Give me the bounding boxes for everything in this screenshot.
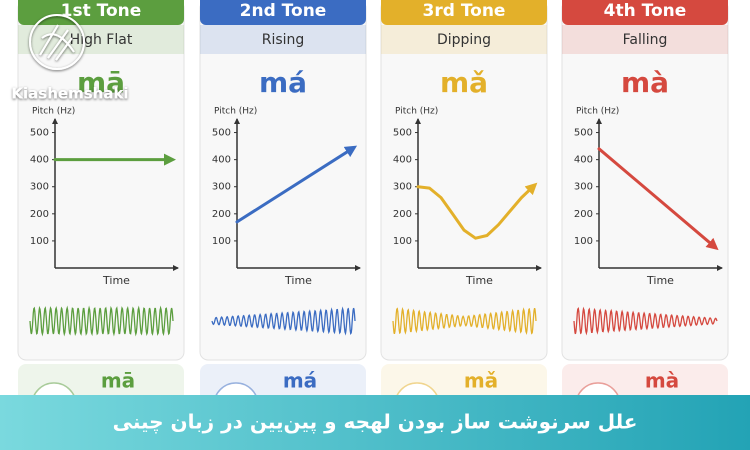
card-header bbox=[562, 0, 728, 25]
example-pinyin: mā bbox=[101, 369, 135, 393]
y-tick-label: 400 bbox=[393, 155, 412, 166]
x-axis-label: Time bbox=[646, 274, 674, 287]
y-axis-label: Pitch (Hz) bbox=[576, 107, 619, 117]
tone-subtitle: Dipping bbox=[437, 32, 491, 48]
logo-text: Kiashemshaki bbox=[11, 85, 128, 103]
tone-subtitle: Falling bbox=[623, 32, 668, 48]
example-pinyin: má bbox=[283, 369, 317, 393]
y-tick-label: 300 bbox=[212, 182, 231, 193]
tone-title: 3rd Tone bbox=[423, 1, 506, 21]
waveform bbox=[29, 305, 174, 337]
tone-subtitle: High Flat bbox=[70, 32, 133, 48]
example-pinyin: mǎ bbox=[464, 369, 498, 393]
logo-ring bbox=[29, 14, 85, 70]
card-header bbox=[18, 0, 184, 25]
y-axis-label: Pitch (Hz) bbox=[214, 107, 257, 117]
logo-mark bbox=[39, 24, 75, 61]
y-tick-label: 500 bbox=[393, 128, 412, 139]
y-tick-label: 100 bbox=[30, 236, 49, 247]
banner-bg bbox=[0, 395, 750, 450]
waveform bbox=[573, 306, 718, 336]
tone-title: 1st Tone bbox=[61, 1, 142, 21]
x-axis-arrow bbox=[173, 265, 179, 271]
x-axis-label: Time bbox=[102, 274, 130, 287]
y-tick-label: 100 bbox=[212, 236, 231, 247]
y-tick-label: 300 bbox=[574, 182, 593, 193]
y-tick-label: 400 bbox=[574, 155, 593, 166]
y-tick-label: 500 bbox=[212, 128, 231, 139]
example-pinyin: mà bbox=[645, 369, 679, 393]
banner: علل سرنوشت ساز بودن لهجه و پین‌یین در زب… bbox=[0, 395, 750, 450]
y-axis-arrow bbox=[52, 118, 58, 124]
x-axis-label: Time bbox=[465, 274, 493, 287]
tone-subtitle: Rising bbox=[262, 32, 305, 48]
x-axis-arrow bbox=[717, 265, 723, 271]
pitch-line bbox=[235, 145, 358, 224]
card-subheader bbox=[200, 25, 366, 54]
banner-text: علل سرنوشت ساز بودن لهجه و پین‌یین در زب… bbox=[113, 410, 638, 435]
y-axis-arrow bbox=[596, 118, 602, 124]
x-axis-arrow bbox=[355, 265, 361, 271]
x-axis-label: Time bbox=[284, 274, 312, 287]
y-tick-label: 300 bbox=[393, 182, 412, 193]
card-header bbox=[200, 0, 366, 25]
waveform bbox=[211, 306, 356, 336]
y-axis-label: Pitch (Hz) bbox=[395, 107, 438, 117]
card-header bbox=[381, 0, 547, 25]
x-axis-arrow bbox=[536, 265, 542, 271]
card-subheader bbox=[18, 25, 184, 54]
y-axis-arrow bbox=[415, 118, 421, 124]
pitch-line bbox=[597, 147, 719, 251]
y-tick-label: 200 bbox=[393, 209, 412, 220]
y-tick-label: 200 bbox=[212, 209, 231, 220]
tone-pinyin: mā bbox=[77, 66, 125, 99]
tone-title: 4th Tone bbox=[604, 1, 687, 21]
pitch-line bbox=[416, 182, 538, 240]
y-axis-arrow bbox=[234, 118, 240, 124]
y-axis-label: Pitch (Hz) bbox=[32, 107, 75, 117]
y-tick-label: 400 bbox=[30, 155, 49, 166]
y-tick-label: 400 bbox=[212, 155, 231, 166]
y-tick-label: 500 bbox=[574, 128, 593, 139]
tone-pinyin: má bbox=[259, 66, 307, 99]
y-tick-label: 100 bbox=[574, 236, 593, 247]
tone-title: 2nd Tone bbox=[240, 1, 327, 21]
card-bg bbox=[561, 0, 729, 361]
card-subheader bbox=[381, 25, 547, 54]
card-bg bbox=[380, 0, 548, 361]
y-tick-label: 500 bbox=[30, 128, 49, 139]
y-tick-label: 100 bbox=[393, 236, 412, 247]
waveform bbox=[392, 307, 537, 335]
tone-pinyin: mà bbox=[621, 66, 669, 99]
y-tick-label: 300 bbox=[30, 182, 49, 193]
card-subheader bbox=[562, 25, 728, 54]
tone-pinyin: mǎ bbox=[440, 66, 488, 99]
y-tick-label: 200 bbox=[574, 209, 593, 220]
y-tick-label: 200 bbox=[30, 209, 49, 220]
card-bg bbox=[199, 0, 367, 361]
logo: Kiashemshaki bbox=[11, 14, 129, 103]
card-bg bbox=[17, 0, 185, 361]
